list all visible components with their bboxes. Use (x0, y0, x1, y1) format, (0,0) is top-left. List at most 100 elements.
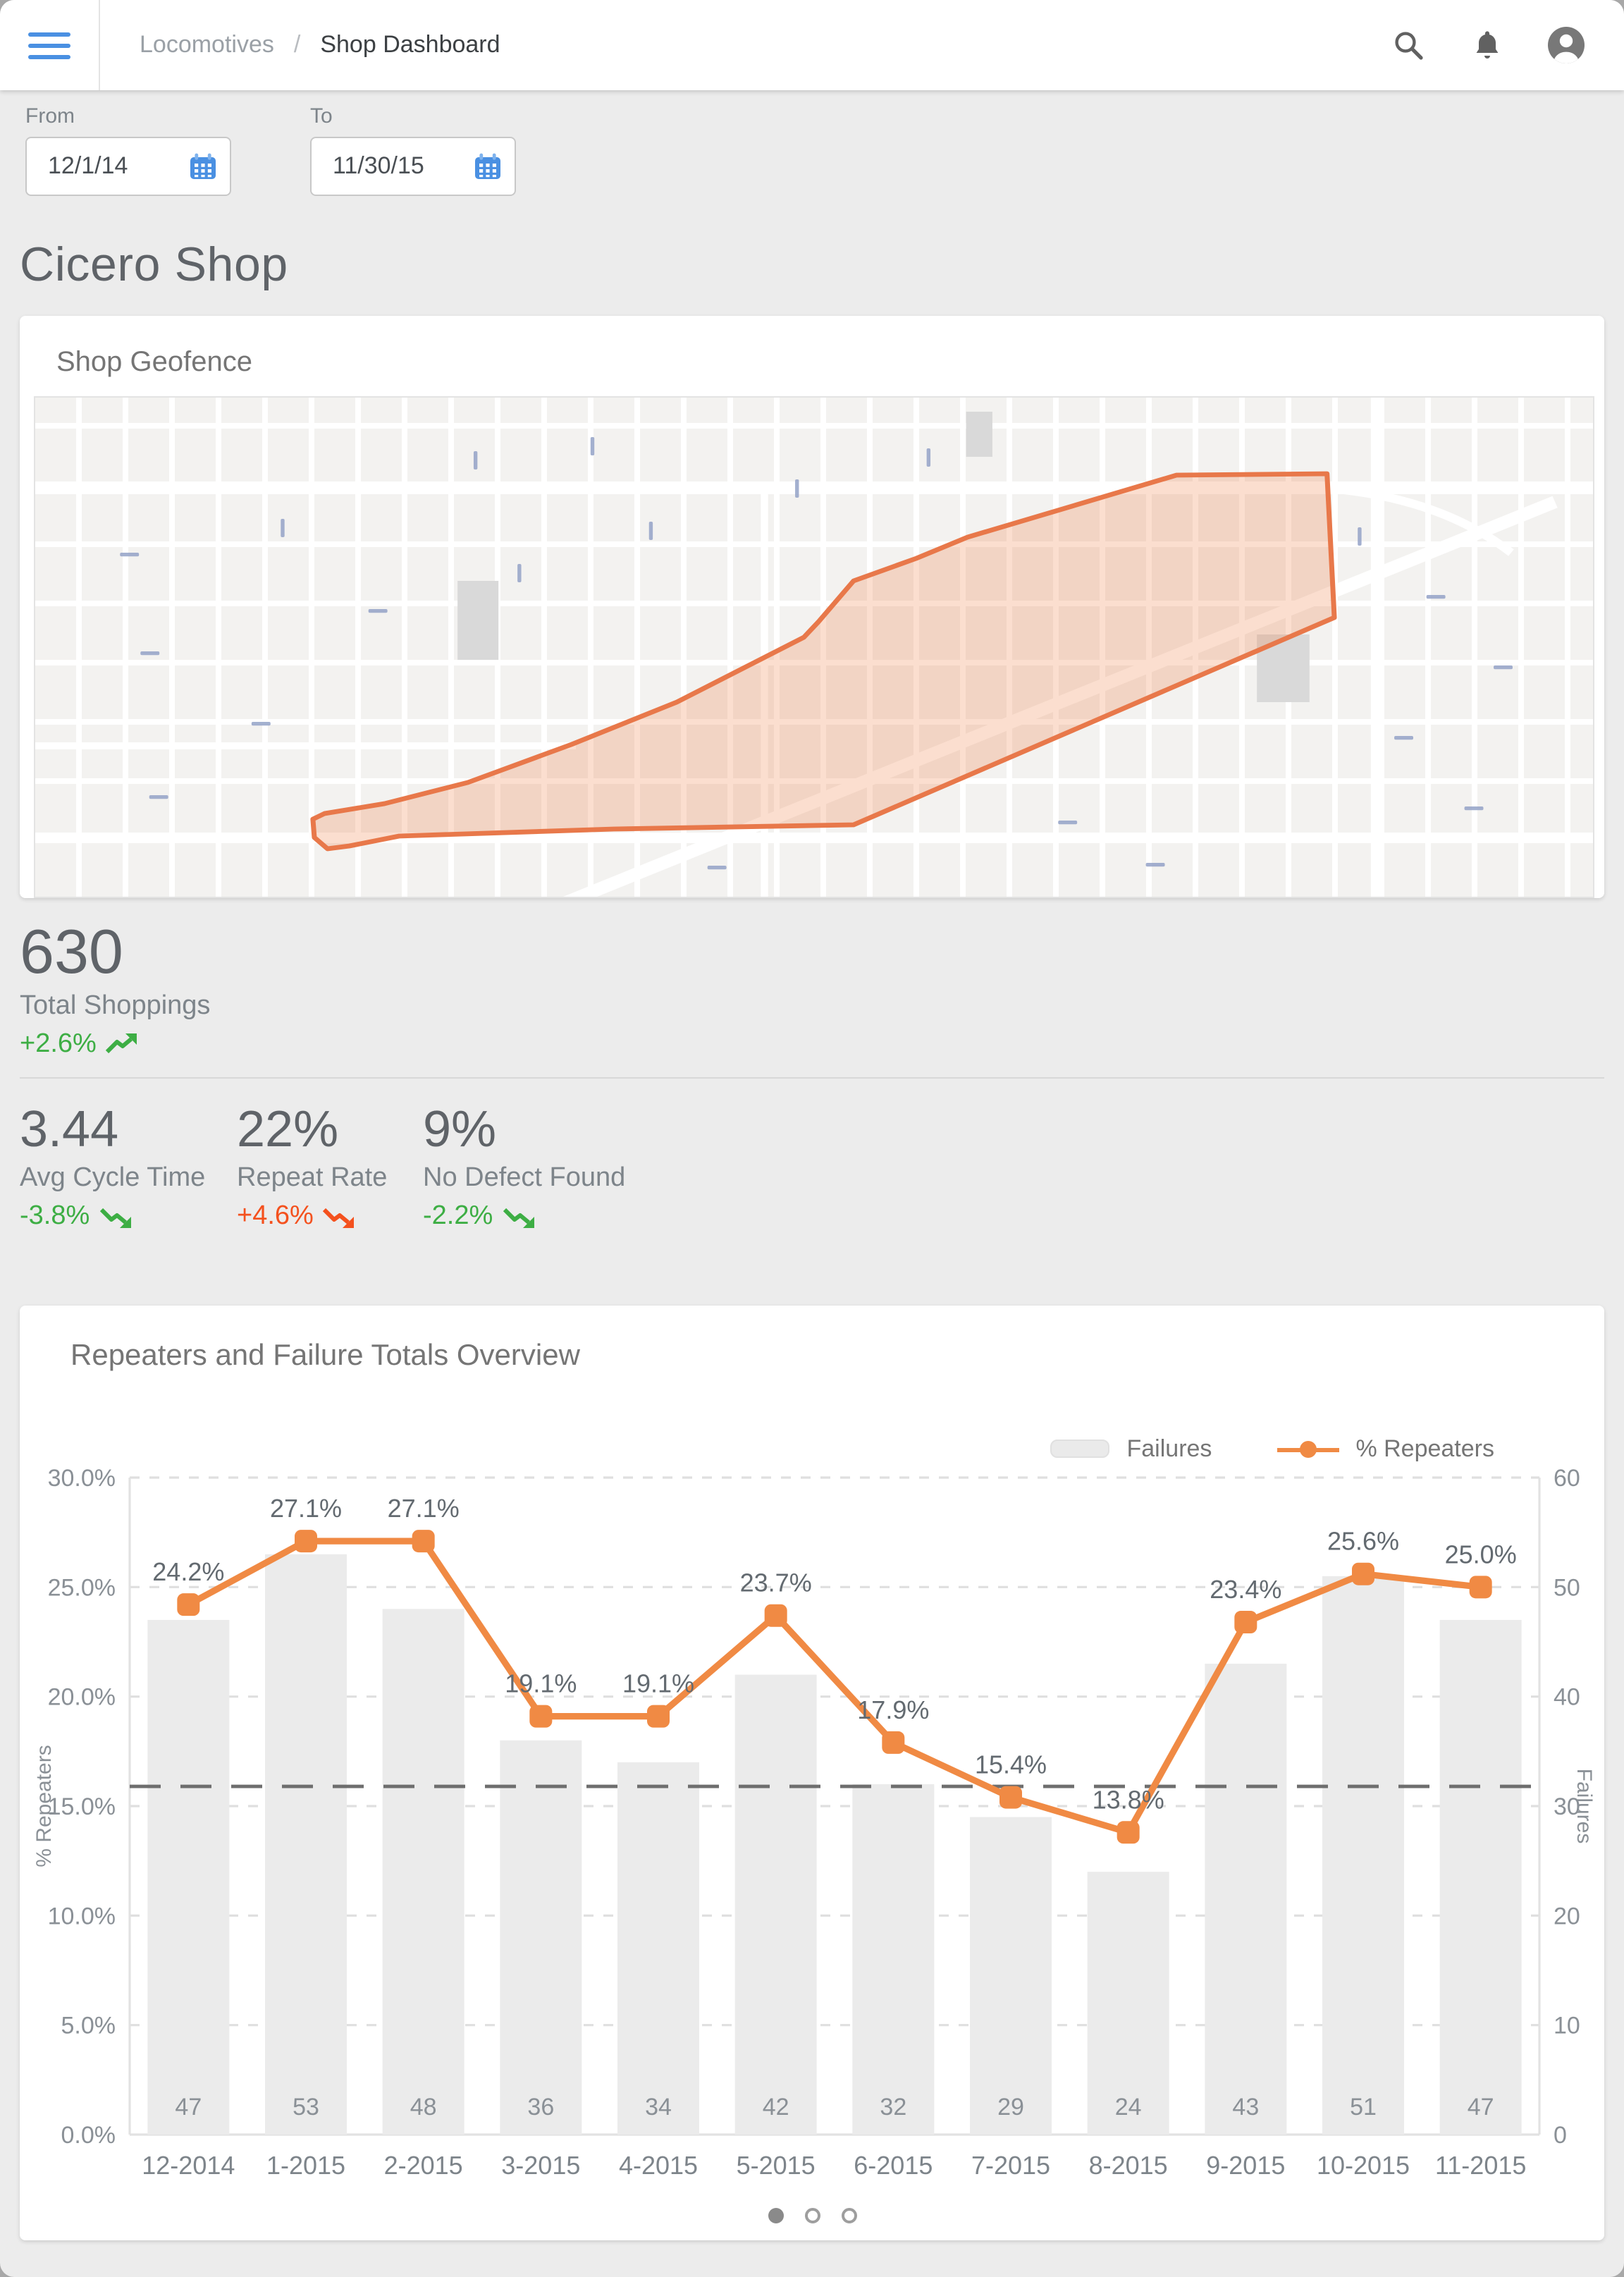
line-point[interactable] (1352, 1562, 1374, 1585)
failures-bar[interactable] (1439, 1619, 1522, 2135)
line-point[interactable] (1234, 1610, 1257, 1633)
right-axis-tick: 20 (1554, 1903, 1580, 1929)
x-axis-label: 5-2015 (737, 2151, 816, 2180)
from-date-input[interactable] (27, 151, 186, 182)
x-axis-label: 8-2015 (1089, 2151, 1168, 2180)
stats-divider (20, 1077, 1604, 1079)
stats-section: 630 Total Shoppings +2.6% 3.44 Avg Cycle… (20, 920, 1604, 1252)
point-value-label: 17.9% (857, 1695, 929, 1724)
failures-bar[interactable] (147, 1619, 230, 2135)
avatar-icon (1548, 27, 1585, 63)
breadcrumb-parent[interactable]: Locomotives (140, 31, 274, 58)
trend-down-arrow-icon (503, 1205, 534, 1228)
stat-label: No Defect Found (423, 1162, 626, 1193)
x-axis-label: 3-2015 (501, 2151, 580, 2180)
left-axis-tick: 30.0% (48, 1465, 116, 1492)
chart-pagination (20, 2207, 1604, 2223)
bar-value-label: 42 (763, 2094, 789, 2121)
failures-bar[interactable] (970, 1817, 1052, 2135)
line-point[interactable] (882, 1731, 905, 1754)
x-axis-label: 11-2015 (1435, 2151, 1526, 2180)
trend-down-arrow-icon (99, 1205, 131, 1228)
right-axis-tick: 0 (1554, 2122, 1567, 2149)
pagination-dot[interactable] (804, 2207, 820, 2223)
left-axis-tick: 0.0% (61, 2122, 116, 2149)
to-date-group: To (310, 104, 516, 196)
failures-bar[interactable] (852, 1784, 935, 2135)
point-value-label: 23.4% (1210, 1575, 1281, 1604)
right-axis-tick: 10 (1554, 2012, 1580, 2039)
line-point[interactable] (1116, 1820, 1140, 1843)
chart-legend: Failures % Repeaters (20, 1435, 1494, 1463)
point-value-label: 27.1% (388, 1494, 460, 1523)
geofence-map-canvas (35, 398, 1593, 897)
delta-text: +2.6% (20, 1029, 97, 1060)
from-date-field[interactable] (25, 137, 231, 196)
line-point[interactable] (647, 1705, 670, 1728)
failures-bar[interactable] (1322, 1576, 1404, 2135)
geofence-card-title: Shop Geofence (56, 347, 252, 378)
pagination-dot[interactable] (768, 2207, 783, 2223)
left-axis-tick: 20.0% (48, 1683, 116, 1710)
x-axis-label: 10-2015 (1317, 2151, 1410, 2180)
line-point[interactable] (1469, 1575, 1492, 1598)
bar-swatch-icon (1050, 1440, 1110, 1459)
to-date-input[interactable] (312, 151, 471, 182)
no-defect-found-stat: 9% No Defect Found -2.2% (423, 1101, 625, 1232)
line-point[interactable] (295, 1529, 317, 1552)
map-roads (35, 398, 1593, 897)
search-button[interactable] (1387, 24, 1429, 66)
failures-bar[interactable] (617, 1762, 699, 2135)
failures-bar[interactable] (500, 1740, 582, 2135)
failures-bar[interactable] (382, 1608, 465, 2135)
geofence-map[interactable] (34, 396, 1594, 898)
x-axis-label: 9-2015 (1206, 2151, 1285, 2180)
failures-bar[interactable] (1087, 1871, 1169, 2135)
point-value-label: 19.1% (505, 1669, 577, 1698)
stat-value: 3.44 (20, 1100, 119, 1158)
geofence-polygon[interactable] (310, 471, 1337, 852)
failures-bar[interactable] (734, 1674, 817, 2135)
line-point[interactable] (177, 1592, 200, 1616)
calendar-icon[interactable] (474, 152, 502, 180)
to-date-field[interactable] (310, 137, 516, 196)
from-date-group: From (25, 104, 231, 196)
right-axis-tick: 30 (1554, 1793, 1580, 1820)
point-value-label: 23.7% (740, 1568, 812, 1597)
map-street-labels (120, 437, 1513, 870)
calendar-icon[interactable] (189, 152, 217, 180)
delta-text: -2.2% (423, 1201, 493, 1231)
secondary-stats-row: 3.44 Avg Cycle Time -3.8% 22% Repeat Rat… (20, 1101, 1604, 1251)
right-axis-tick: 50 (1554, 1574, 1580, 1601)
pagination-dot[interactable] (841, 2207, 856, 2223)
point-value-label: 15.4% (975, 1750, 1047, 1779)
repeaters-line (187, 1538, 1482, 1836)
point-value-label: 24.2% (152, 1557, 224, 1586)
avg-cycle-time-stat: 3.44 Avg Cycle Time -3.8% (20, 1101, 237, 1232)
line-point[interactable] (412, 1529, 435, 1552)
trend-down-arrow-icon (323, 1205, 355, 1228)
bar-value-label: 32 (880, 2094, 906, 2121)
x-axis-label: 2-2015 (384, 2151, 463, 2180)
line-point[interactable] (529, 1705, 553, 1728)
line-point[interactable] (999, 1786, 1022, 1809)
right-axis-title: Failures (1573, 1768, 1596, 1843)
repeaters-failures-card: Repeaters and Failure Totals Overview Fa… (20, 1305, 1604, 2240)
point-value-label: 13.8% (1093, 1785, 1164, 1814)
failures-bar[interactable] (265, 1554, 347, 2135)
bar-value-label: 24 (1115, 2094, 1142, 2121)
notifications-button[interactable] (1466, 24, 1508, 66)
bar-value-label: 47 (175, 2094, 202, 2121)
right-axis-tick: 40 (1554, 1683, 1580, 1710)
x-axis-label: 6-2015 (854, 2151, 933, 2180)
legend-item-repeaters[interactable]: % Repeaters (1277, 1435, 1494, 1463)
failures-bar[interactable] (1205, 1663, 1287, 2135)
legend-item-failures[interactable]: Failures (1050, 1435, 1212, 1463)
shop-geofence-card: Shop Geofence (20, 316, 1604, 898)
stat-value: 22% (237, 1100, 339, 1158)
x-axis-label: 12-2014 (142, 2151, 235, 2180)
hamburger-menu-button[interactable] (0, 0, 100, 90)
bar-value-label: 43 (1232, 2094, 1259, 2121)
line-point[interactable] (764, 1604, 787, 1627)
account-button[interactable] (1545, 24, 1587, 66)
